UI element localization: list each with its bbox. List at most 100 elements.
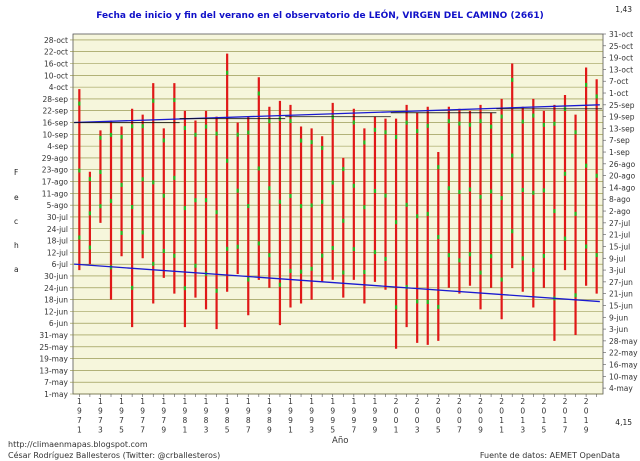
y-tick-label-left: 31-may: [39, 331, 68, 340]
y-tick-label-left: 24-jul: [47, 225, 68, 234]
trend-start-line: [74, 263, 600, 303]
y-tick-label-left: 16-oct: [44, 60, 68, 69]
y-tick-label-left: 28-oct: [44, 36, 68, 45]
y-tick-label-right: 16-may: [609, 360, 638, 369]
y-tick-label-left: 22-sep: [42, 107, 68, 116]
y-tick-label-left: 28-sep: [42, 95, 68, 104]
y-tick-label-left: 10-oct: [44, 71, 68, 80]
side-letter: F: [14, 168, 19, 177]
y-tick-label-left: 12-jun: [44, 307, 68, 316]
side-letter: a: [14, 265, 19, 274]
y-tick-label-right: 7-sep: [609, 136, 630, 145]
plot-area: [72, 33, 604, 395]
y-tick-label-left: 11-ago: [42, 189, 69, 198]
y-tick-label-right: 4-may: [609, 384, 633, 393]
y-tick-label-right: 7-oct: [609, 77, 628, 86]
y-tick-label-left: 1-may: [44, 390, 68, 399]
y-tick-label-left: 5-ago: [47, 201, 69, 210]
y-tick-label-left: 18-jun: [44, 296, 68, 305]
y-tick-label-left: 7-may: [44, 378, 68, 387]
y-tick-label-right: 20-ago: [609, 172, 636, 181]
y-tick-label-left: 6-jul: [52, 260, 68, 269]
y-tick-label-right: 1-sep: [609, 148, 630, 157]
y-tick-label-left: 17-ago: [42, 178, 69, 187]
y-tick-label-right: 3-jun: [609, 325, 628, 334]
y-tick-label-right: 10-may: [609, 372, 638, 381]
y-tick-label-right: 15-jul: [609, 242, 630, 251]
y-tick-label-right: 3-jul: [609, 266, 625, 275]
y-tick-label-left: 16-sep: [42, 119, 68, 128]
chart-title: Fecha de inicio y fin del verano en el o…: [96, 11, 544, 21]
y-tick-label-right: 13-oct: [609, 65, 633, 74]
y-tick-label-right: 28-may: [609, 337, 638, 346]
y-tick-label-right: 21-jul: [609, 231, 630, 240]
y-tick-label-right: 21-jun: [609, 290, 633, 299]
y-tick-label-right: 26-ago: [609, 160, 636, 169]
side-letter: e: [14, 193, 19, 202]
y-tick-label-left: 22-oct: [44, 48, 68, 57]
y-tick-label-left: 6-jun: [49, 319, 68, 328]
bottom-right-value: 4,15: [615, 418, 632, 427]
y-tick-label-left: 25-may: [39, 343, 68, 352]
y-tick-label-left: 30-jul: [47, 213, 68, 222]
y-tick-label-right: 9-jul: [609, 254, 625, 263]
y-tick-label-right: 2-ago: [609, 207, 631, 216]
y-tick-label-right: 31-oct: [609, 30, 633, 39]
side-letter: c: [14, 217, 19, 226]
trend-end-line: [74, 104, 600, 124]
y-tick-label-left: 13-may: [39, 366, 68, 375]
top-right-value: 1,43: [615, 5, 632, 14]
y-tick-label-left: 4-sep: [47, 142, 68, 151]
y-tick-label-right: 9-jun: [609, 313, 628, 322]
y-tick-label-left: 29-ago: [42, 154, 69, 163]
y-tick-label-left: 19-may: [39, 355, 68, 364]
blog-link[interactable]: http://climaenmapas.blogspot.com: [8, 440, 148, 449]
y-tick-label-right: 13-sep: [609, 124, 635, 133]
y-tick-label-left: 24-jun: [44, 284, 68, 293]
y-tick-label-right: 1-oct: [609, 89, 628, 98]
y-tick-label-right: 27-jun: [609, 278, 633, 287]
author-credit: César Rodríguez Ballesteros (Twitter: @c…: [8, 451, 221, 460]
y-tick-label-left: 10-sep: [42, 130, 68, 139]
data-source: Fuente de datos: AEMET OpenData: [479, 451, 620, 460]
y-tick-label-right: 27-jul: [609, 219, 630, 228]
y-tick-label-left: 30-jun: [44, 272, 68, 281]
y-tick-label-right: 19-oct: [609, 54, 633, 63]
side-letter: h: [14, 241, 19, 250]
y-tick-label-left: 4-oct: [49, 83, 68, 92]
y-tick-label-right: 25-sep: [609, 101, 635, 110]
y-tick-label-right: 19-sep: [609, 113, 635, 122]
y-tick-label-right: 14-ago: [609, 183, 636, 192]
y-tick-label-right: 8-ago: [609, 195, 631, 204]
y-tick-label-left: 12-jul: [47, 248, 68, 257]
y-tick-label-left: 23-ago: [42, 166, 69, 175]
y-tick-label-right: 25-oct: [609, 42, 633, 51]
x-axis-label: Año: [332, 436, 349, 446]
y-tick-label-right: 22-may: [609, 349, 638, 358]
